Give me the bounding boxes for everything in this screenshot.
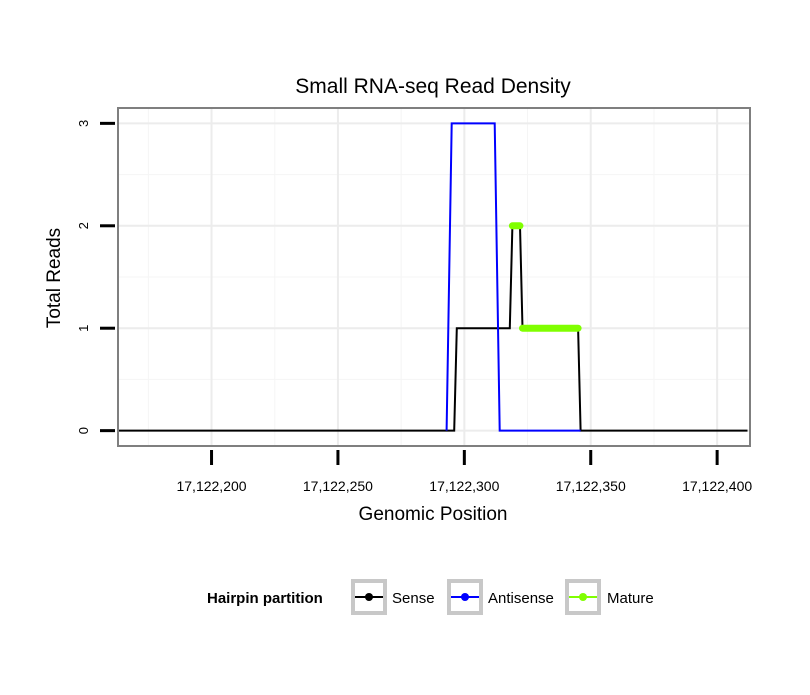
legend-item-antisense: Antisense [447, 579, 554, 615]
legend: Hairpin partition Sense Antisense Mature [207, 579, 654, 615]
chart-title: Small RNA-seq Read Density [295, 75, 571, 98]
legend-dot-antisense [461, 593, 469, 601]
x-tick-label: 17,122,400 [682, 478, 752, 494]
x-axis-ticks: 17,122,200 17,122,250 17,122,300 17,122,350… [176, 450, 752, 494]
y-tick-label: 0 [76, 427, 91, 434]
y-tick-label: 1 [76, 325, 91, 332]
legend-dot-sense [365, 593, 373, 601]
legend-title: Hairpin partition [207, 590, 323, 607]
legend-label-sense: Sense [392, 590, 435, 607]
series-lines [118, 122, 748, 432]
legend-item-sense: Sense [351, 579, 435, 615]
x-axis-label: Genomic Position [359, 504, 508, 525]
series-line-antisense [445, 122, 581, 432]
legend-dot-mature [579, 593, 587, 601]
x-tick-label: 17,122,250 [303, 478, 373, 494]
legend-label-antisense: Antisense [488, 590, 554, 607]
x-tick-label: 17,122,200 [176, 478, 246, 494]
plot-panel-border [117, 107, 751, 447]
legend-label-mature: Mature [607, 590, 654, 607]
y-tick-label: 3 [76, 120, 91, 127]
y-axis-ticks: 0 1 2 3 [76, 120, 115, 434]
x-tick-label: 17,122,300 [429, 478, 499, 494]
x-tick-label: 17,122,350 [556, 478, 626, 494]
legend-item-mature: Mature [565, 579, 654, 615]
y-axis-label: Total Reads [44, 228, 65, 328]
y-tick-label: 2 [76, 222, 91, 229]
